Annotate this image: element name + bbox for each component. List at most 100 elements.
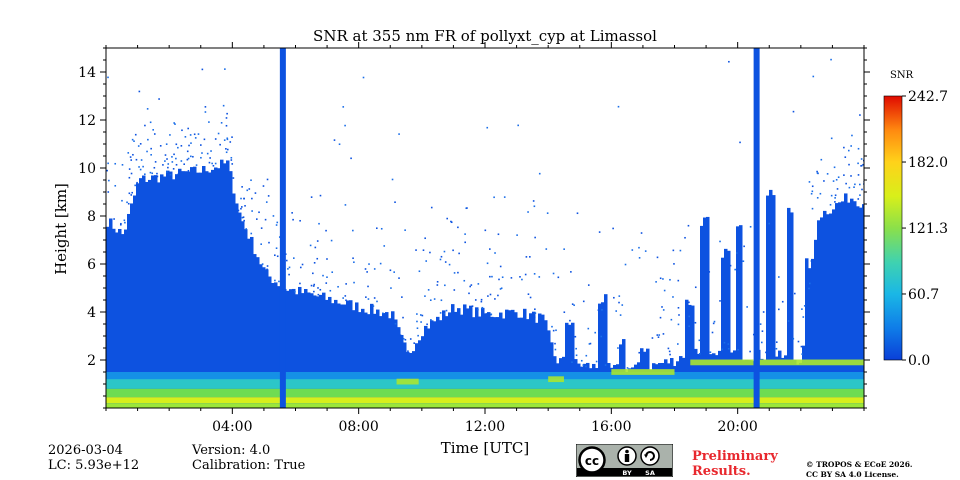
signal-column [358, 312, 362, 408]
signal-column [361, 308, 365, 408]
noise-speck [533, 273, 536, 275]
preliminary-line1: Preliminary [692, 449, 778, 464]
copyright-line1: © TROPOS & ECoE 2026. [806, 460, 913, 469]
signal-column [502, 318, 506, 408]
noise-speck [638, 351, 641, 354]
noise-speck [416, 327, 419, 330]
noise-speck [669, 278, 671, 281]
noise-speck [131, 191, 133, 194]
noise-speck [417, 334, 419, 337]
noise-speck [545, 248, 548, 250]
noise-speck [521, 278, 523, 281]
signal-column [367, 314, 371, 408]
signal-column [208, 172, 212, 408]
copyright-line2: CC BY SA 4.0 License. [806, 470, 899, 479]
noise-speck [243, 197, 245, 200]
noise-speck [440, 299, 443, 302]
signal-column [190, 167, 194, 408]
signal-column [859, 207, 863, 408]
noise-speck [226, 138, 229, 141]
signal-column [427, 328, 431, 408]
noise-speck [802, 316, 805, 318]
noise-speck [132, 153, 134, 156]
signal-column [433, 321, 437, 408]
noise-speck [497, 294, 499, 297]
noise-speck [126, 201, 128, 204]
noise-speck [555, 329, 557, 332]
noise-speck [367, 285, 369, 288]
signal-column [703, 217, 707, 408]
noise-speck [190, 142, 192, 144]
noise-speck [835, 178, 838, 181]
signal-column [436, 316, 440, 408]
noise-speck [389, 269, 392, 272]
signal-column [478, 316, 482, 408]
cc-icon-text: cc [585, 454, 599, 468]
noise-speck [668, 350, 671, 353]
noise-speck [164, 160, 166, 162]
noise-speck [114, 162, 117, 165]
noise-speck [352, 257, 354, 260]
signal-column [346, 300, 350, 408]
noise-speck [801, 308, 803, 310]
x-tick-label: 16:00 [591, 419, 631, 435]
noise-speck [156, 172, 158, 175]
colorbar-tick-label: 0.0 [908, 353, 930, 369]
noise-speck [345, 299, 347, 302]
noise-speck [525, 256, 528, 258]
noise-speck [241, 186, 243, 188]
noise-speck [373, 297, 376, 299]
noise-speck [661, 306, 663, 308]
noise-speck [439, 258, 442, 261]
noise-speck [240, 207, 242, 210]
footer-version-calibration: Version: 4.0 Calibration: True [192, 443, 305, 473]
noise-speck [312, 272, 314, 275]
noise-speck [149, 171, 152, 174]
noise-speck [368, 263, 370, 265]
noise-speck [212, 164, 215, 167]
aerosol-layer-mid [106, 388, 864, 398]
signal-column [535, 322, 539, 408]
noise-speck [862, 163, 864, 166]
signal-column [121, 234, 125, 408]
signal-column [526, 319, 530, 408]
signal-column [223, 163, 227, 408]
signal-column [163, 176, 167, 408]
noise-speck [768, 222, 771, 225]
noise-speck [299, 266, 302, 269]
signal-column [229, 171, 233, 408]
noise-speck [154, 161, 157, 163]
noise-speck [333, 139, 336, 141]
noise-speck [254, 192, 257, 194]
noise-speck [278, 236, 281, 238]
noise-speck [604, 364, 607, 366]
noise-speck [310, 284, 313, 287]
noise-speck [372, 305, 375, 307]
noise-speck [843, 146, 845, 149]
noise-speck [236, 203, 238, 206]
noise-speck [208, 121, 210, 123]
noise-speck [860, 165, 862, 167]
noise-speck [499, 265, 502, 268]
noise-speck [427, 289, 430, 291]
noise-speck [393, 271, 395, 273]
noise-speck [326, 258, 328, 260]
signal-column [166, 170, 170, 408]
noise-speck [792, 337, 795, 340]
noise-speck [862, 159, 864, 162]
noise-speck [130, 172, 133, 175]
signal-column [448, 312, 452, 408]
signal-column [355, 302, 359, 408]
footer-version: Version: 4.0 [192, 443, 271, 458]
signal-column [112, 228, 116, 408]
signal-column [370, 303, 374, 408]
signal-column [304, 288, 308, 408]
noise-speck [214, 138, 217, 140]
noise-speck [139, 168, 142, 171]
cc-by-sa-license-badge: cc BY SA [576, 444, 673, 477]
noise-speck [373, 268, 376, 270]
noise-speck [679, 249, 682, 252]
noise-speck [662, 278, 664, 280]
noise-speck [830, 58, 832, 61]
signal-column [196, 172, 200, 408]
